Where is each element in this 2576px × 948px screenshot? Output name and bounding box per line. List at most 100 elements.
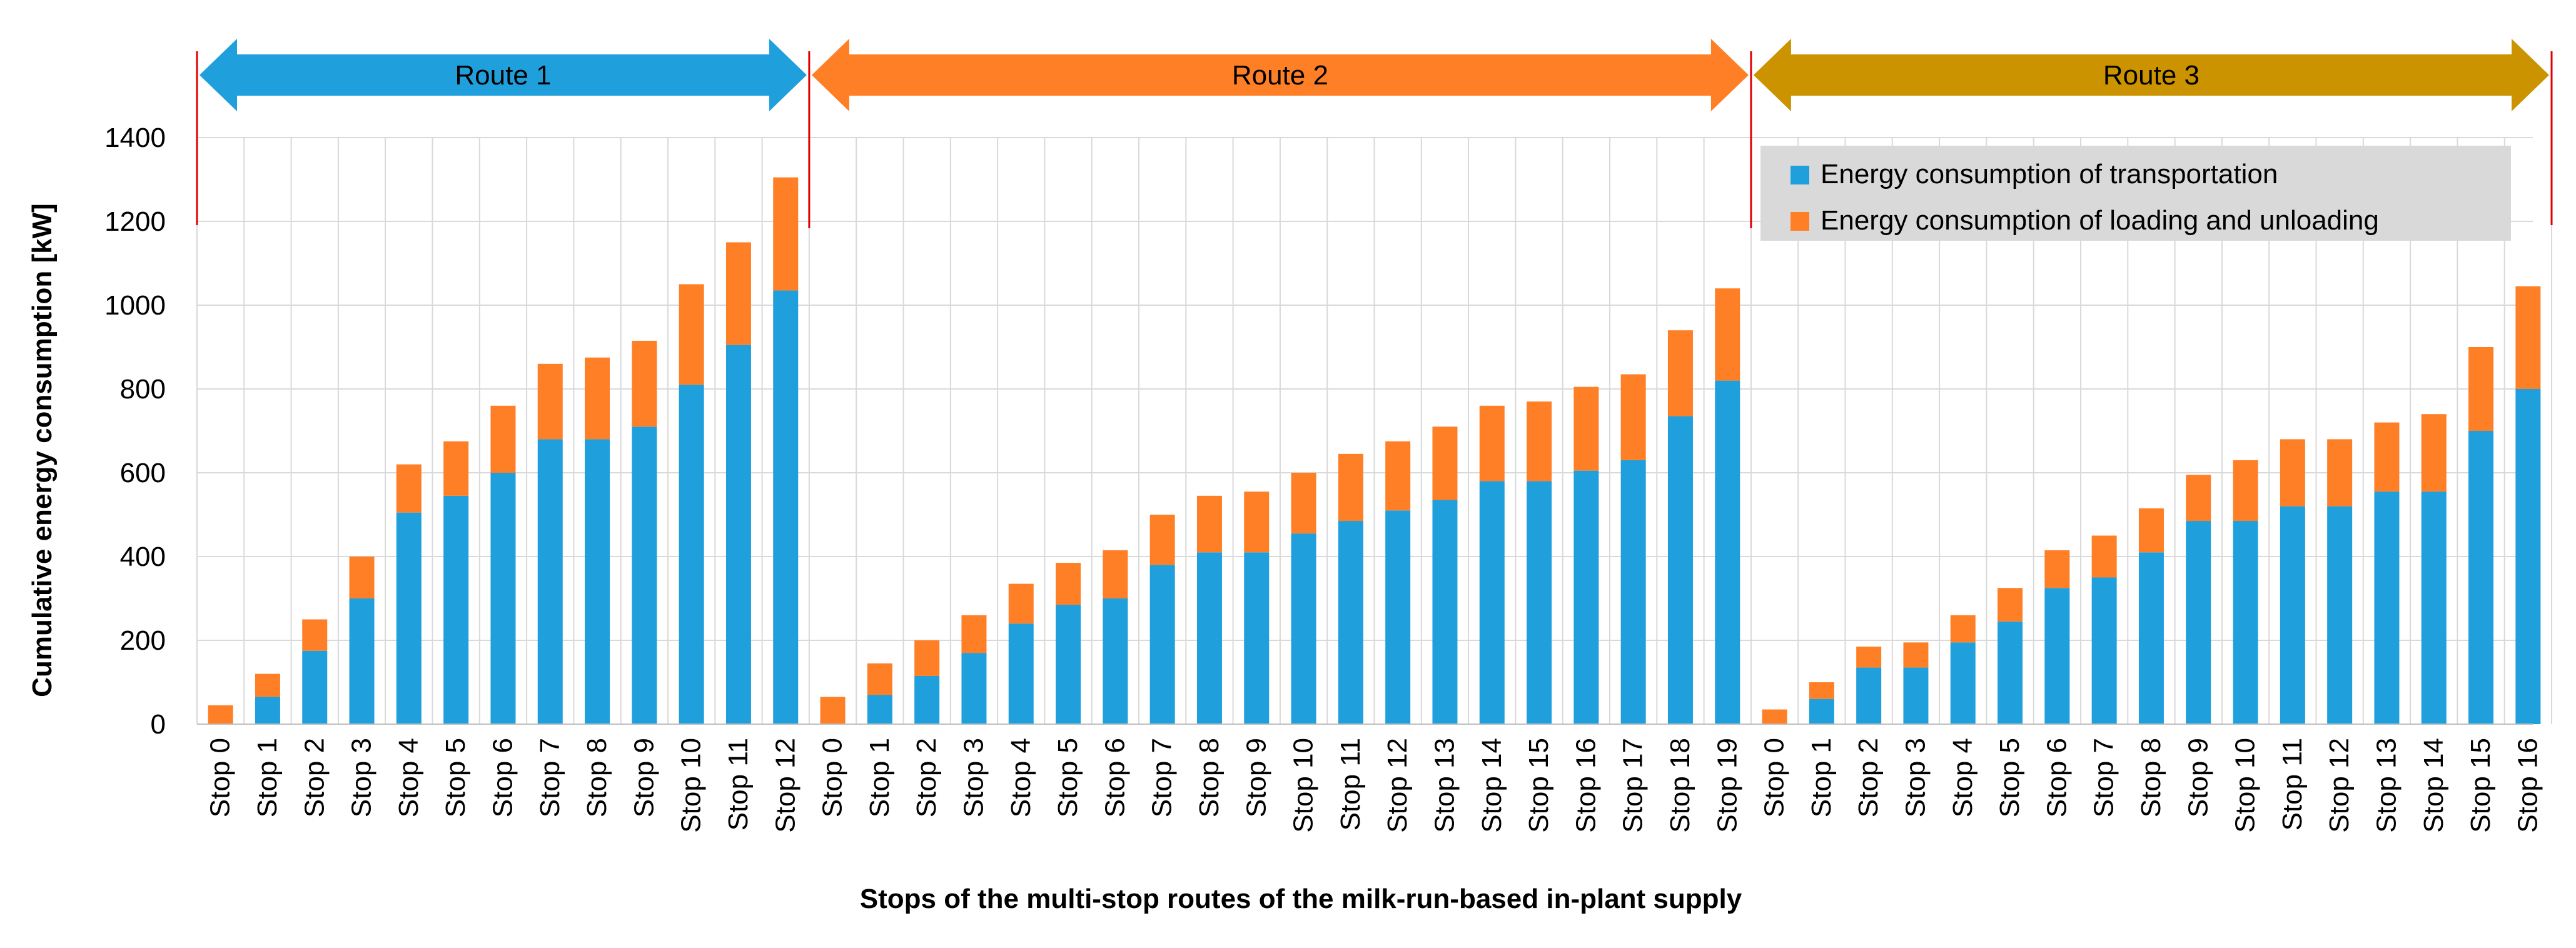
x-tick-label: Stop 4 <box>393 738 424 817</box>
x-tick-label: Stop 0 <box>817 738 848 817</box>
bar-transport <box>2091 577 2117 724</box>
bar-transport <box>255 697 280 724</box>
bar-transport <box>1573 470 1599 724</box>
x-tick-label: Stop 6 <box>2041 738 2072 817</box>
route-arrow <box>200 39 807 111</box>
x-tick-label: Stop 3 <box>346 738 377 817</box>
bar-transport <box>443 495 469 724</box>
bar-loading <box>679 284 704 385</box>
axes: 0 200 400 600 800 1000 1200 1400 Stop 0 Stop 1 Sto… <box>104 123 2543 833</box>
bar-transport <box>1715 380 1740 724</box>
bar-loading <box>255 673 280 697</box>
bar-loading <box>585 357 610 440</box>
bar-loading <box>1385 441 1411 511</box>
route-arrow <box>811 39 1749 111</box>
bars <box>208 177 2541 724</box>
x-tick-label: Stop 8 <box>582 738 612 817</box>
y-tick-label: 200 <box>120 625 166 656</box>
bar-transport <box>1479 481 1505 724</box>
x-tick-label: Stop 16 <box>1570 738 1601 833</box>
x-tick-label: Stop 7 <box>1147 738 1178 817</box>
bar-loading <box>2327 439 2353 507</box>
bar-loading <box>2138 508 2164 553</box>
x-tick-label: Stop 10 <box>1288 738 1319 833</box>
x-tick-label: Stop 13 <box>2371 738 2402 833</box>
bar-loading <box>961 615 987 653</box>
bar-loading <box>1998 588 2023 622</box>
bar-transport <box>1432 500 1458 724</box>
route-arrows: Route 1 Route 2 Route 3 <box>196 39 2553 228</box>
bar-transport <box>1056 605 1081 724</box>
bar-transport <box>2138 552 2164 724</box>
bar-loading <box>1573 386 1599 471</box>
bar-loading <box>1809 682 1834 699</box>
bar-transport <box>1291 533 1316 724</box>
bar-loading <box>2091 535 2117 578</box>
x-tick-label: Stop 4 <box>1006 738 1036 817</box>
axis-labels: Cumulative energy consumption [kW] Stops… <box>27 203 1742 914</box>
bar-loading <box>1856 647 1882 668</box>
x-tick-label: Stop 2 <box>911 738 942 817</box>
bar-loading <box>1432 426 1458 500</box>
bar-loading <box>1762 709 1787 724</box>
bar-loading <box>2421 414 2447 492</box>
bar-transport <box>2515 389 2541 724</box>
x-tick-label: Stop 14 <box>2418 738 2449 833</box>
x-tick-label: Stop 9 <box>1241 738 1271 817</box>
bar-loading <box>820 697 846 724</box>
x-tick-label: Stop 6 <box>487 738 518 817</box>
bar-loading <box>1008 583 1034 624</box>
y-tick-label: 0 <box>151 709 166 740</box>
x-tick-label: Stop 11 <box>1335 738 1366 830</box>
bar-transport <box>1527 481 1552 724</box>
bar-loading <box>1950 615 1976 643</box>
bar-transport <box>396 512 422 724</box>
y-tick-label: 600 <box>120 458 166 488</box>
bar-loading <box>2044 550 2070 588</box>
x-tick-label: Stop 10 <box>2230 738 2261 833</box>
bar-transport <box>1856 667 1882 724</box>
bar-loading <box>867 663 892 695</box>
x-tick-label: Stop 5 <box>1994 738 2025 817</box>
x-tick-label: Stop 13 <box>1429 738 1460 833</box>
y-tick-label: 1000 <box>104 290 166 321</box>
bar-loading <box>208 705 233 724</box>
y-tick-label: 400 <box>120 542 166 572</box>
bar-transport <box>1998 621 2023 724</box>
bar-loading <box>1149 515 1175 565</box>
bar-transport <box>1620 460 1646 724</box>
x-tick-label: Stop 5 <box>1053 738 1083 817</box>
x-tick-label: Stop 12 <box>2324 738 2355 833</box>
x-tick-label: Stop 1 <box>252 738 283 817</box>
bar-transport <box>2374 492 2400 724</box>
x-tick-label: Stop 15 <box>2465 738 2496 833</box>
y-tick-label: 1400 <box>104 123 166 153</box>
bar-transport <box>1903 667 1929 724</box>
x-tick-label: Stop 10 <box>676 738 707 833</box>
x-tick-label: Stop 15 <box>1523 738 1554 833</box>
x-tick-label: Stop 0 <box>205 738 236 817</box>
bar-loading <box>1056 563 1081 605</box>
bar-loading <box>1620 374 1646 460</box>
bar-loading <box>1903 642 1929 668</box>
x-tick-label: Stop 12 <box>1382 738 1413 833</box>
bar-transport <box>1196 552 1222 724</box>
bar-loading <box>1715 288 1740 381</box>
x-tick-label: Stop 2 <box>1853 738 1884 817</box>
route-label: Route 2 <box>1232 60 1328 91</box>
bar-transport <box>537 439 563 724</box>
x-tick-label: Stop 17 <box>1618 738 1649 833</box>
bar-loading <box>443 441 469 496</box>
bar-transport <box>2186 521 2211 724</box>
bar-transport <box>302 650 328 724</box>
bar-loading <box>2186 475 2211 522</box>
bar-transport <box>1385 510 1411 724</box>
bar-loading <box>632 340 657 427</box>
bar-transport <box>349 598 375 724</box>
bar-transport <box>2280 506 2305 724</box>
bar-transport <box>773 290 799 724</box>
bar-loading <box>349 557 375 598</box>
x-tick-label: Stop 11 <box>723 738 754 830</box>
x-tick-label: Stop 9 <box>2183 738 2213 817</box>
